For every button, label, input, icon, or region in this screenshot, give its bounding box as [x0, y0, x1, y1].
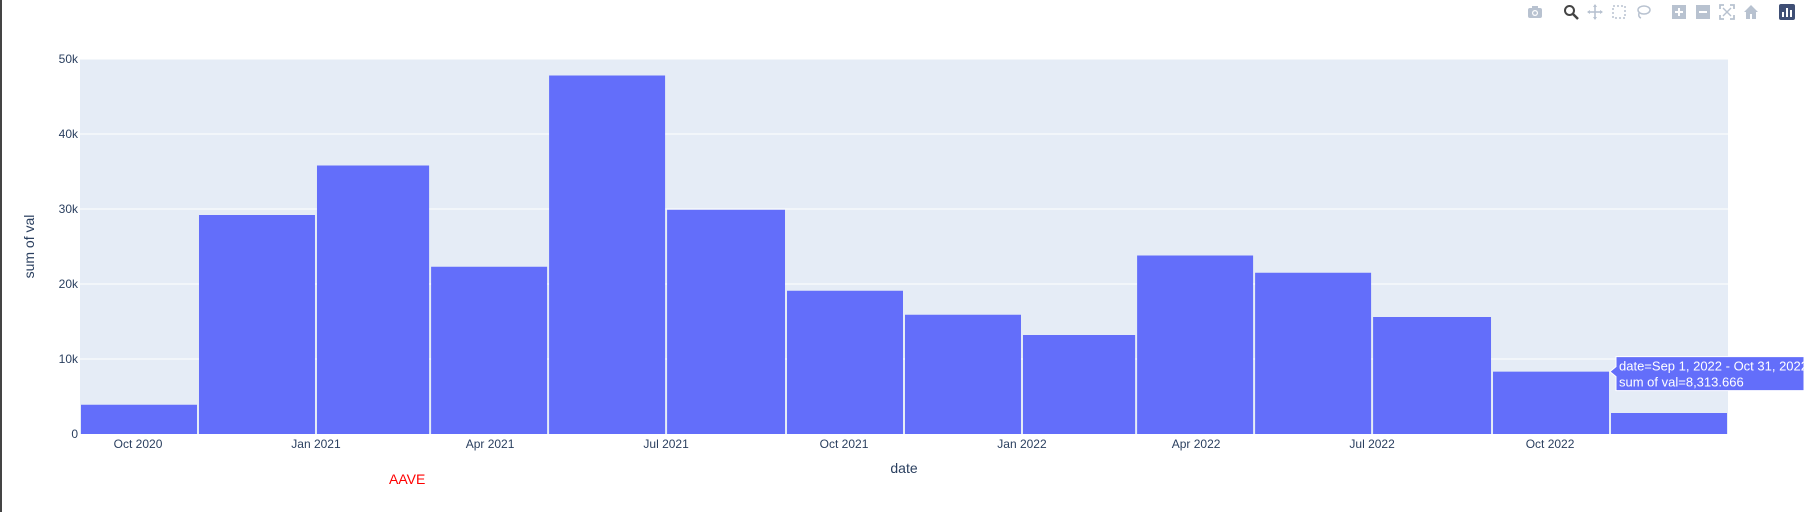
bar[interactable]: [317, 166, 429, 435]
hover-tooltip: date=Sep 1, 2022 - Oct 31, 2022 sum of v…: [1610, 357, 1805, 391]
bar[interactable]: [1373, 317, 1491, 434]
bar[interactable]: [905, 315, 1021, 434]
bar[interactable]: [81, 405, 197, 434]
x-tick-label: Jul 2021: [643, 437, 689, 451]
x-axis-title: date: [890, 460, 917, 476]
x-axis-ticks: Oct 2020 Jan 2021 Apr 2021 Jul 2021 Oct 2021…: [114, 437, 1575, 451]
y-axis-title: sum of val: [21, 215, 37, 279]
x-tick-label: Apr 2021: [466, 437, 515, 451]
hover-tooltip-date: date=Sep 1, 2022 - Oct 31, 2022: [1619, 359, 1805, 374]
bar[interactable]: [431, 267, 547, 434]
x-tick-label: Jul 2022: [1349, 437, 1395, 451]
y-tick-label: 30k: [59, 202, 79, 216]
x-tick-label: Oct 2022: [1526, 437, 1575, 451]
y-tick-label: 20k: [59, 277, 79, 291]
y-tick-label: 50k: [59, 52, 79, 66]
bar[interactable]: [199, 215, 315, 434]
x-tick-label: Apr 2022: [1172, 437, 1221, 451]
bar[interactable]: [1023, 335, 1135, 434]
y-tick-label: 40k: [59, 127, 79, 141]
bar[interactable]: [1255, 273, 1371, 434]
y-tick-label: 10k: [59, 352, 79, 366]
bar[interactable]: [549, 76, 665, 435]
x-tick-label: Oct 2020: [114, 437, 163, 451]
bar[interactable]: [1611, 413, 1727, 434]
y-axis-ticks: 0 10k 20k 30k 40k 50k: [59, 52, 79, 441]
x-tick-label: Jan 2022: [997, 437, 1047, 451]
x-tick-label: Oct 2021: [820, 437, 869, 451]
hover-tooltip-value: sum of val=8,313.666: [1619, 375, 1744, 390]
bar[interactable]: [667, 210, 785, 434]
bar[interactable]: [1493, 372, 1609, 434]
bar[interactable]: [787, 291, 903, 434]
bar[interactable]: [1137, 256, 1253, 435]
x-tick-label: Jan 2021: [291, 437, 341, 451]
y-tick-label: 0: [71, 427, 78, 441]
aave-annotation: AAVE: [389, 471, 425, 487]
